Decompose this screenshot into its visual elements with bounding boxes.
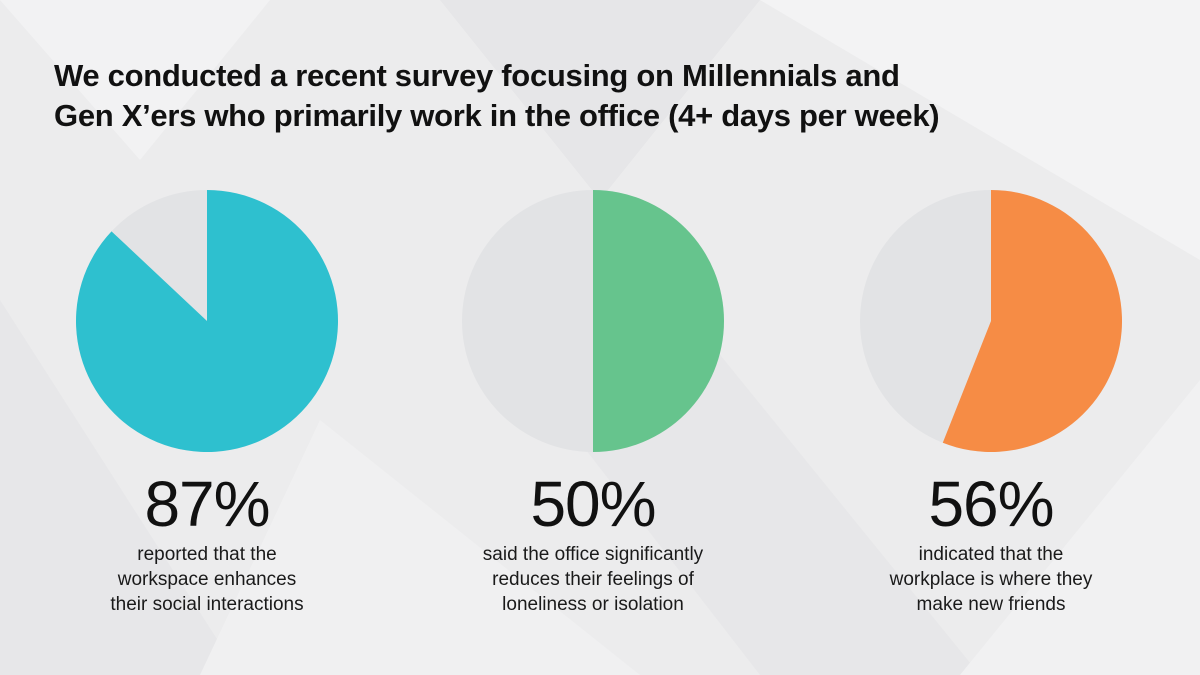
- stat-block-3: 56% indicated that the workplace is wher…: [841, 190, 1141, 617]
- pie-slice: [942, 190, 1122, 452]
- pie-slice: [593, 190, 724, 452]
- stat-value: 50%: [530, 468, 656, 540]
- pie-chart-2: [462, 190, 724, 452]
- stat-description: reported that the workspace enhances the…: [57, 542, 357, 617]
- stat-block-1: 87% reported that the workspace enhances…: [57, 190, 357, 617]
- pie-chart-1: [76, 190, 338, 452]
- stat-block-2: 50% said the office significantly reduce…: [443, 190, 743, 617]
- stat-description: said the office significantly reduces th…: [443, 542, 743, 617]
- description-line: reported that the: [137, 544, 277, 565]
- pie-slice: [76, 190, 338, 452]
- pie-chart-3: [860, 190, 1122, 452]
- description-line: indicated that the: [918, 544, 1064, 565]
- page-title: We conducted a recent survey focusing on…: [54, 56, 1014, 136]
- stat-value: 87%: [144, 468, 270, 540]
- title-line-2: Gen X’ers who primarily work in the offi…: [54, 98, 940, 133]
- description-line: loneliness or isolation: [502, 594, 684, 615]
- title-line-1: We conducted a recent survey focusing on…: [54, 58, 900, 93]
- stat-description: indicated that the workplace is where th…: [841, 542, 1141, 617]
- description-line: make new friends: [916, 594, 1066, 615]
- stat-value: 56%: [928, 468, 1054, 540]
- description-line: reduces their feelings of: [492, 569, 694, 590]
- description-line: said the office significantly: [482, 544, 704, 565]
- description-line: their social interactions: [110, 594, 304, 615]
- description-line: workspace enhances: [117, 569, 297, 590]
- description-line: workplace is where they: [889, 569, 1093, 590]
